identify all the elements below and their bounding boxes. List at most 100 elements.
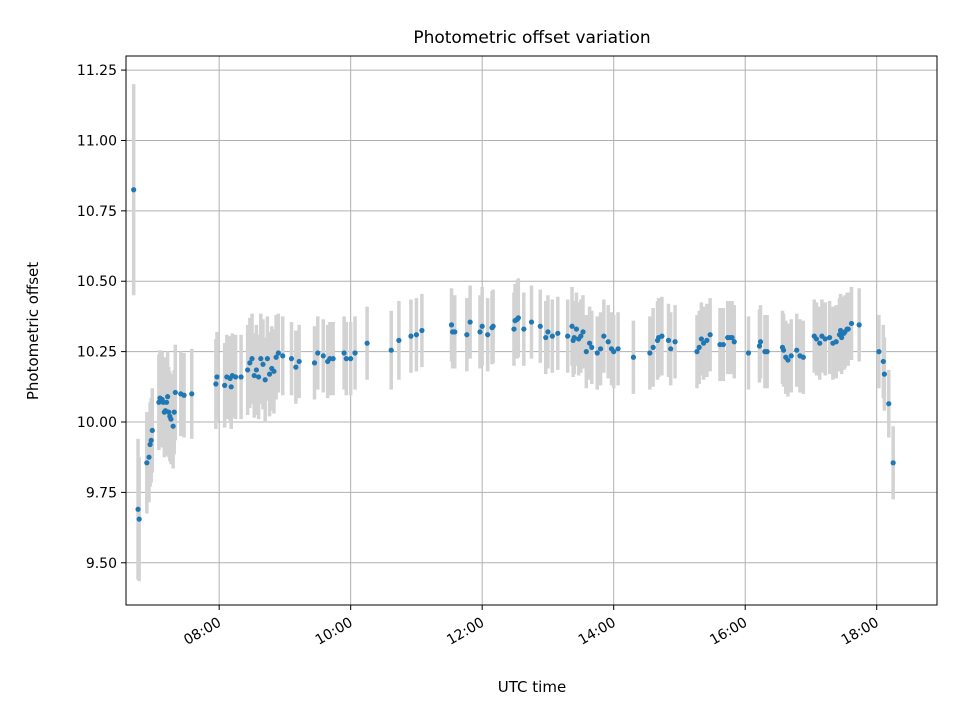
data-point — [668, 346, 674, 352]
data-point — [886, 401, 892, 407]
data-point — [452, 329, 458, 335]
data-point — [881, 371, 887, 377]
data-point — [396, 337, 402, 343]
data-point — [731, 339, 737, 345]
data-point — [131, 187, 137, 193]
data-point — [251, 372, 257, 379]
data-point — [565, 333, 571, 339]
data-point — [271, 368, 277, 374]
data-point — [549, 333, 555, 339]
data-point — [146, 454, 152, 460]
data-point — [856, 322, 862, 328]
y-axis-label: Photometric offset — [24, 262, 42, 400]
data-point — [166, 409, 172, 415]
data-point — [597, 346, 604, 352]
data-point — [589, 344, 595, 350]
data-point — [876, 349, 882, 355]
data-point — [521, 326, 527, 332]
data-point — [149, 427, 155, 434]
data-point — [238, 374, 244, 380]
data-point — [555, 330, 561, 336]
data-point — [341, 350, 347, 356]
data-point — [144, 460, 150, 466]
data-point — [573, 326, 580, 332]
data-point — [543, 334, 549, 341]
data-point — [647, 350, 653, 356]
data-point — [594, 350, 600, 356]
data-point — [343, 356, 349, 362]
x-axis-label: UTC time — [498, 678, 566, 696]
data-point — [672, 339, 678, 345]
data-point — [348, 356, 354, 362]
data-point — [545, 329, 551, 335]
data-point — [780, 347, 787, 353]
data-point — [315, 350, 321, 356]
data-point — [172, 389, 178, 396]
data-point — [615, 346, 621, 352]
data-point — [228, 384, 234, 390]
data-point — [756, 343, 763, 349]
data-point — [729, 334, 735, 341]
y-tick-label: 9.75 — [86, 485, 117, 501]
data-point — [839, 334, 845, 341]
data-point — [785, 357, 791, 363]
data-point — [258, 356, 264, 362]
data-point — [757, 339, 764, 345]
data-point — [264, 356, 270, 362]
data-point — [266, 371, 273, 377]
data-point — [696, 344, 702, 350]
data-point — [147, 441, 153, 448]
data-point — [630, 354, 637, 360]
data-point — [605, 339, 611, 345]
data-point — [135, 506, 141, 512]
data-point — [260, 361, 266, 367]
data-point — [275, 350, 281, 356]
y-tick-label: 11.25 — [77, 63, 117, 79]
data-point — [189, 391, 195, 397]
data-point — [280, 353, 286, 359]
data-point — [419, 327, 425, 334]
data-point — [168, 416, 174, 422]
data-point — [511, 326, 517, 332]
data-point — [704, 337, 710, 343]
data-point — [213, 381, 219, 387]
data-point — [694, 349, 700, 355]
data-point — [477, 329, 483, 335]
data-point — [650, 344, 656, 350]
plot-frame — [125, 55, 938, 606]
data-point — [515, 315, 521, 321]
y-axis: 9.50 9.75 10.00 10.25 10.50 10.75 11.00 11.25 — [77, 63, 126, 572]
data-point — [273, 354, 279, 360]
data-point — [214, 374, 220, 380]
data-point — [601, 333, 607, 339]
data-point — [611, 349, 617, 355]
data-point — [222, 382, 228, 388]
data-point — [580, 329, 586, 335]
data-point — [136, 516, 142, 522]
y-tick-label: 9.50 — [86, 556, 117, 572]
data-point — [845, 326, 851, 332]
data-point — [890, 460, 896, 466]
data-point — [800, 354, 806, 360]
data-point — [720, 341, 726, 348]
data-point — [165, 394, 171, 400]
data-point — [253, 367, 260, 373]
data-point — [583, 349, 589, 355]
data-point — [485, 332, 491, 338]
data-point — [181, 392, 187, 398]
data-point — [848, 320, 855, 327]
data-point — [330, 356, 336, 362]
data-point — [262, 377, 268, 383]
data-point — [822, 336, 828, 342]
data-point — [364, 340, 370, 346]
data-point — [171, 409, 177, 415]
data-point — [665, 337, 672, 343]
data-point — [659, 333, 665, 339]
data-point — [794, 347, 800, 353]
data-point — [388, 347, 394, 353]
data-point — [249, 356, 255, 362]
data-point — [170, 423, 176, 429]
data-point — [586, 340, 593, 346]
data-point — [448, 322, 455, 328]
